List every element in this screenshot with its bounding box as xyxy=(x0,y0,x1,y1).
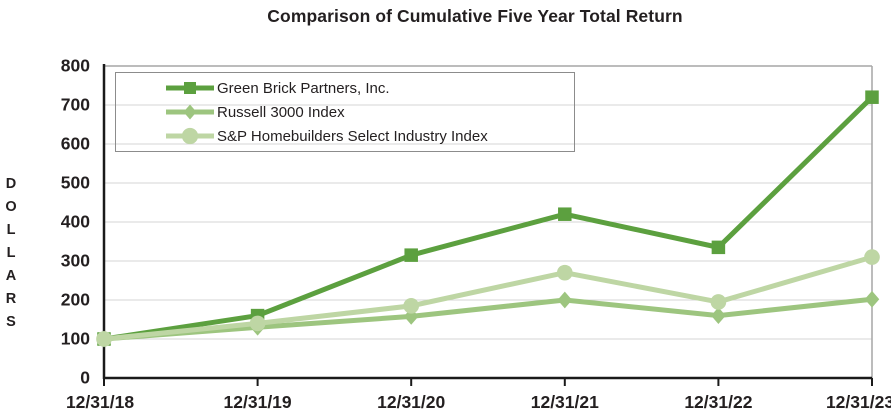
y-tick-label: 400 xyxy=(60,211,90,232)
legend-item: S&P Homebuilders Select Industry Index xyxy=(166,124,574,148)
x-tick-label: 12/31/18 xyxy=(65,392,135,412)
data-point-marker xyxy=(249,315,266,332)
data-point-marker xyxy=(711,307,726,324)
legend: Green Brick Partners, Inc. Russell 3000 I… xyxy=(115,72,575,152)
data-point-marker xyxy=(403,298,420,314)
legend-label: Russell 3000 Index xyxy=(217,103,345,121)
series-line xyxy=(103,95,874,342)
data-point-marker xyxy=(865,90,879,104)
y-tick-label: 800 xyxy=(60,55,90,76)
series-line xyxy=(103,254,873,342)
y-tick-label: 700 xyxy=(60,94,90,115)
data-point-marker xyxy=(404,248,418,262)
x-tick-label: 12/31/19 xyxy=(223,392,292,412)
chart-title: Comparison of Cumulative Five Year Total… xyxy=(267,6,683,26)
legend-marker-shape xyxy=(181,127,199,145)
data-point-marker xyxy=(96,331,112,347)
data-point-marker xyxy=(710,294,727,310)
legend-diamond-marker-icon xyxy=(166,104,214,120)
y-tick-label: 300 xyxy=(60,250,90,271)
data-point-marker xyxy=(558,207,572,221)
x-tick-label: 12/31/23 xyxy=(825,392,891,412)
y-tick-label: 600 xyxy=(60,133,90,154)
data-point-marker xyxy=(557,291,573,309)
legend-circle-marker-icon xyxy=(166,127,214,145)
y-axis-label: DOLLARS xyxy=(3,176,19,337)
x-tick-label: 12/31/21 xyxy=(530,392,599,412)
legend-label: Green Brick Partners, Inc. xyxy=(217,79,390,97)
legend-item: Russell 3000 Index xyxy=(166,100,574,124)
y-tick-label: 100 xyxy=(60,328,90,349)
legend-square-marker-icon xyxy=(166,82,214,94)
legend-marker-shape xyxy=(184,82,196,94)
x-tick-label: 12/31/20 xyxy=(377,392,446,412)
data-point-marker xyxy=(864,249,880,265)
x-tick-label: 12/31/22 xyxy=(684,392,753,412)
data-point-marker xyxy=(556,264,573,281)
y-tick-label: 0 xyxy=(80,367,90,388)
legend-label: S&P Homebuilders Select Industry Index xyxy=(217,127,488,145)
data-point-marker xyxy=(711,240,726,255)
y-tick-label: 200 xyxy=(60,289,90,310)
legend-item: Green Brick Partners, Inc. xyxy=(166,76,574,100)
y-tick-label: 500 xyxy=(60,172,90,193)
data-point-marker xyxy=(864,290,880,308)
series-line xyxy=(103,296,873,342)
legend-marker-shape xyxy=(183,104,197,120)
